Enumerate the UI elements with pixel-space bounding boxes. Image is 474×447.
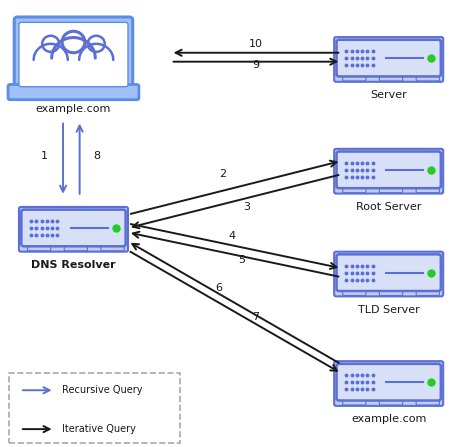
FancyBboxPatch shape xyxy=(27,243,51,251)
FancyBboxPatch shape xyxy=(337,152,441,188)
FancyBboxPatch shape xyxy=(334,149,443,194)
FancyBboxPatch shape xyxy=(19,22,128,87)
FancyBboxPatch shape xyxy=(379,185,402,193)
FancyBboxPatch shape xyxy=(337,254,441,291)
Text: Recursive Query: Recursive Query xyxy=(62,385,142,395)
FancyBboxPatch shape xyxy=(416,185,439,193)
Text: 7: 7 xyxy=(252,312,260,322)
Text: example.com: example.com xyxy=(36,104,111,114)
FancyBboxPatch shape xyxy=(416,288,439,295)
Text: Root Server: Root Server xyxy=(356,202,421,212)
FancyBboxPatch shape xyxy=(379,73,402,81)
FancyBboxPatch shape xyxy=(337,40,441,76)
FancyBboxPatch shape xyxy=(343,397,366,405)
Text: 6: 6 xyxy=(216,283,222,293)
FancyBboxPatch shape xyxy=(64,243,87,251)
FancyBboxPatch shape xyxy=(343,185,366,193)
FancyBboxPatch shape xyxy=(334,37,443,82)
Text: 10: 10 xyxy=(249,39,263,49)
FancyBboxPatch shape xyxy=(334,361,443,406)
FancyBboxPatch shape xyxy=(416,73,439,81)
Text: Server: Server xyxy=(370,90,407,100)
FancyBboxPatch shape xyxy=(343,288,366,295)
Text: DNS Resolver: DNS Resolver xyxy=(31,260,116,270)
FancyBboxPatch shape xyxy=(337,364,441,401)
FancyBboxPatch shape xyxy=(379,288,402,295)
Text: 1: 1 xyxy=(41,151,48,160)
Text: 2: 2 xyxy=(219,169,227,178)
FancyBboxPatch shape xyxy=(21,210,126,246)
Text: 4: 4 xyxy=(228,231,236,241)
Text: 3: 3 xyxy=(243,202,250,212)
FancyBboxPatch shape xyxy=(416,397,439,405)
Text: 5: 5 xyxy=(238,255,245,265)
FancyBboxPatch shape xyxy=(8,84,139,100)
FancyBboxPatch shape xyxy=(334,252,443,296)
Text: 8: 8 xyxy=(93,151,100,160)
Text: Iterative Query: Iterative Query xyxy=(62,424,136,434)
Text: example.com: example.com xyxy=(351,414,427,424)
FancyBboxPatch shape xyxy=(19,207,128,252)
Text: TLD Server: TLD Server xyxy=(358,305,419,315)
FancyBboxPatch shape xyxy=(343,73,366,81)
FancyBboxPatch shape xyxy=(14,17,133,90)
FancyBboxPatch shape xyxy=(101,243,124,251)
Text: 9: 9 xyxy=(252,60,260,70)
FancyBboxPatch shape xyxy=(379,397,402,405)
